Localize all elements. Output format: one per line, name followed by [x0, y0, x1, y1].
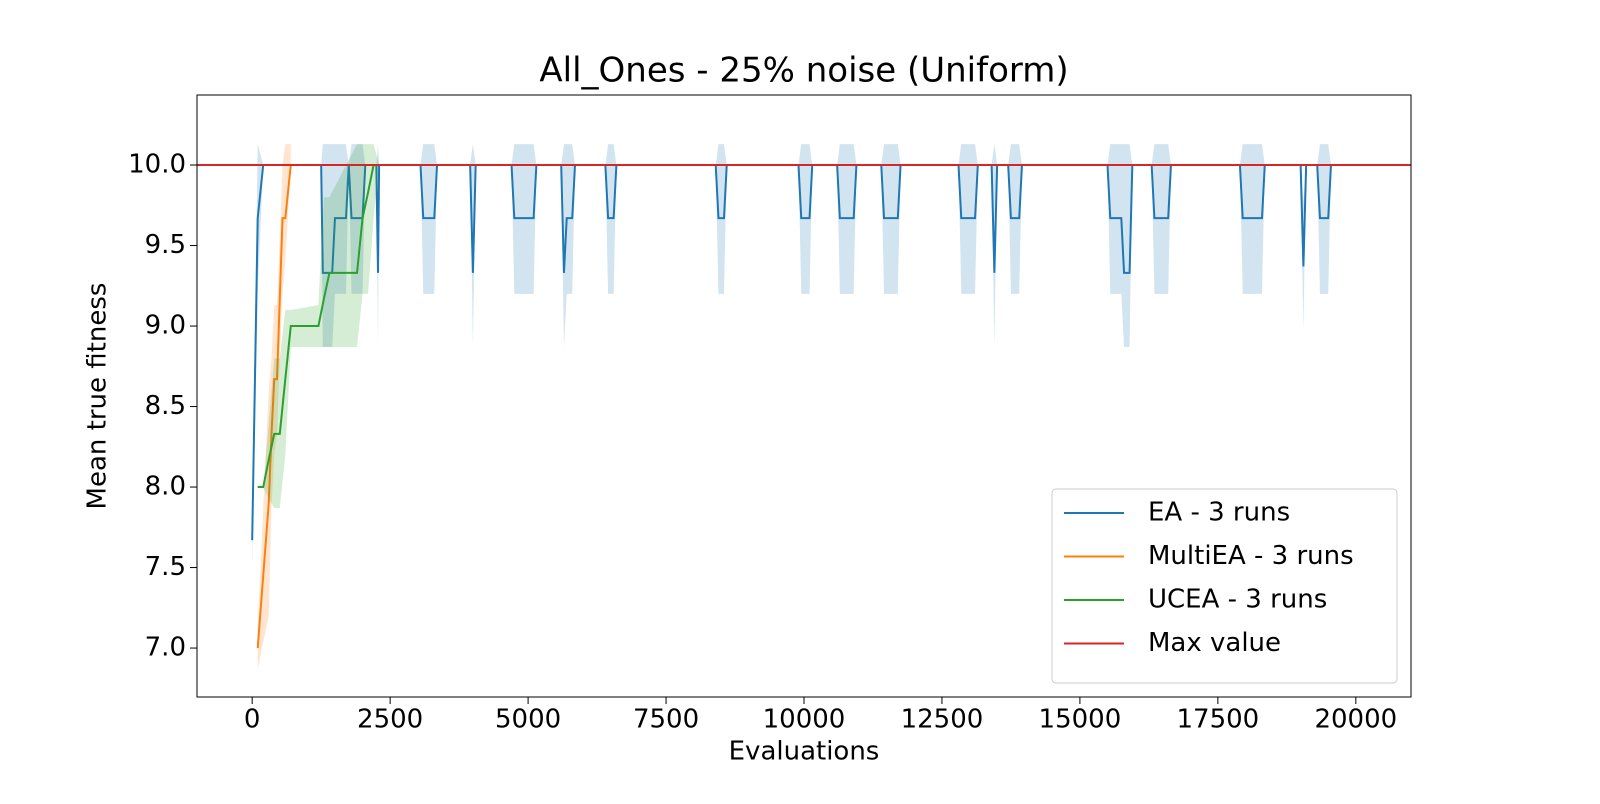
legend-label: EA - 3 runs — [1148, 498, 1290, 528]
x-tick-label: 17500 — [1177, 705, 1260, 735]
y-tick-label: 7.0 — [145, 633, 186, 663]
series-line — [257, 164, 380, 489]
y-axis-label: Mean true fitness — [83, 283, 113, 510]
x-tick-label: 20000 — [1314, 705, 1397, 735]
y-tick-label: 9.0 — [145, 311, 186, 341]
x-tick-label: 2500 — [357, 705, 423, 735]
confidence-band — [252, 144, 1356, 568]
x-tick-label: 10000 — [763, 705, 846, 735]
legend-label: Max value — [1148, 628, 1281, 658]
x-tick-label: 15000 — [1039, 705, 1122, 735]
y-tick-label: 9.5 — [145, 230, 186, 260]
legend-box — [1051, 488, 1398, 684]
series-line — [251, 164, 1356, 541]
x-tick-label: 12500 — [901, 705, 984, 735]
legend-label: MultiEA - 3 runs — [1148, 541, 1354, 571]
x-tick-label: 5000 — [495, 705, 561, 735]
series-layer — [197, 144, 1411, 669]
x-axis-label: Evaluations — [729, 737, 880, 767]
y-tick-label: 10.0 — [128, 150, 186, 180]
y-tick-label: 8.0 — [145, 472, 186, 502]
plot-frame — [196, 94, 1412, 698]
x-tick-label: 0 — [244, 705, 261, 735]
series-line — [256, 164, 292, 649]
y-tick-label: 8.5 — [145, 391, 186, 421]
y-tick-label: 7.5 — [145, 552, 186, 582]
x-tick-label: 7500 — [633, 705, 699, 735]
legend-label: UCEA - 3 runs — [1148, 585, 1327, 615]
chart-title: All_Ones - 25% noise (Uniform) — [539, 51, 1068, 91]
